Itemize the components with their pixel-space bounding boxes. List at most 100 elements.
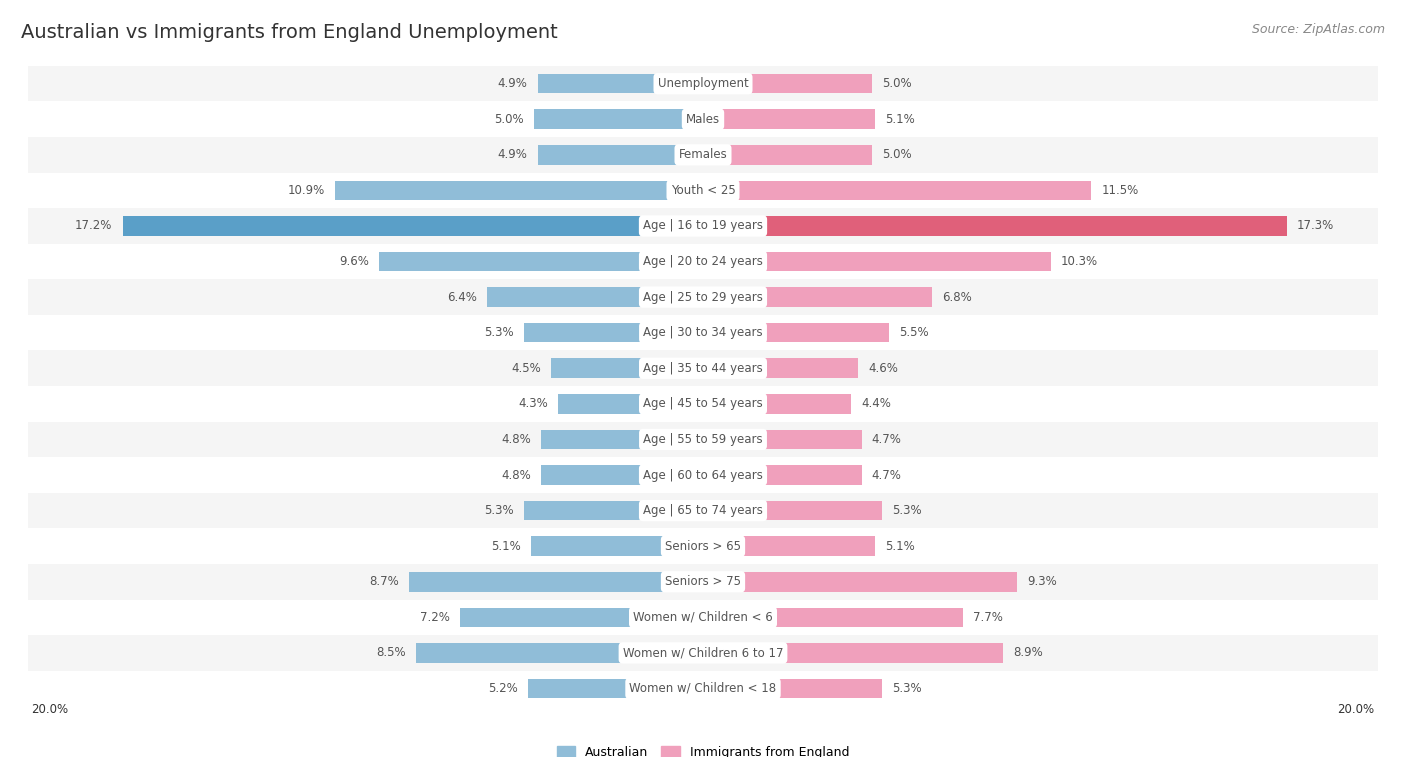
- Text: 20.0%: 20.0%: [1337, 702, 1375, 715]
- Text: 9.6%: 9.6%: [339, 255, 368, 268]
- Text: 5.1%: 5.1%: [886, 540, 915, 553]
- Text: 6.4%: 6.4%: [447, 291, 477, 304]
- Text: Age | 60 to 64 years: Age | 60 to 64 years: [643, 469, 763, 481]
- Text: 4.8%: 4.8%: [501, 433, 531, 446]
- Text: 5.0%: 5.0%: [882, 77, 911, 90]
- Text: 20.0%: 20.0%: [31, 702, 69, 715]
- Bar: [28, 244, 1378, 279]
- Text: 9.3%: 9.3%: [1026, 575, 1057, 588]
- Text: Age | 45 to 54 years: Age | 45 to 54 years: [643, 397, 763, 410]
- Text: 8.7%: 8.7%: [370, 575, 399, 588]
- Bar: [703, 181, 1091, 200]
- Text: 17.2%: 17.2%: [75, 220, 112, 232]
- Bar: [28, 671, 1378, 706]
- Text: 4.6%: 4.6%: [869, 362, 898, 375]
- Text: Women w/ Children < 6: Women w/ Children < 6: [633, 611, 773, 624]
- Text: 5.0%: 5.0%: [882, 148, 911, 161]
- Bar: [551, 359, 703, 378]
- Text: Age | 16 to 19 years: Age | 16 to 19 years: [643, 220, 763, 232]
- Bar: [28, 528, 1378, 564]
- Bar: [28, 635, 1378, 671]
- Bar: [703, 430, 862, 449]
- Text: 10.3%: 10.3%: [1060, 255, 1098, 268]
- Text: 6.8%: 6.8%: [942, 291, 973, 304]
- Text: 7.2%: 7.2%: [420, 611, 450, 624]
- Bar: [703, 466, 862, 484]
- Text: Youth < 25: Youth < 25: [671, 184, 735, 197]
- Legend: Australian, Immigrants from England: Australian, Immigrants from England: [551, 741, 855, 757]
- Text: Australian vs Immigrants from England Unemployment: Australian vs Immigrants from England Un…: [21, 23, 558, 42]
- Bar: [409, 572, 703, 591]
- Bar: [524, 501, 703, 520]
- Bar: [531, 537, 703, 556]
- Text: 5.3%: 5.3%: [485, 326, 515, 339]
- Text: 4.8%: 4.8%: [501, 469, 531, 481]
- Text: 4.9%: 4.9%: [498, 77, 527, 90]
- Bar: [703, 537, 875, 556]
- Bar: [28, 279, 1378, 315]
- Text: 5.1%: 5.1%: [886, 113, 915, 126]
- Text: Women w/ Children < 18: Women w/ Children < 18: [630, 682, 776, 695]
- Text: Unemployment: Unemployment: [658, 77, 748, 90]
- Bar: [28, 173, 1378, 208]
- Bar: [703, 323, 889, 342]
- Text: 4.7%: 4.7%: [872, 433, 901, 446]
- Text: Age | 35 to 44 years: Age | 35 to 44 years: [643, 362, 763, 375]
- Bar: [28, 101, 1378, 137]
- Text: 4.3%: 4.3%: [517, 397, 548, 410]
- Text: 5.3%: 5.3%: [485, 504, 515, 517]
- Text: 4.5%: 4.5%: [512, 362, 541, 375]
- Bar: [541, 430, 703, 449]
- Bar: [335, 181, 703, 200]
- Bar: [703, 608, 963, 627]
- Bar: [28, 315, 1378, 350]
- Bar: [28, 422, 1378, 457]
- Bar: [703, 501, 882, 520]
- Text: Age | 55 to 59 years: Age | 55 to 59 years: [643, 433, 763, 446]
- Text: Females: Females: [679, 148, 727, 161]
- Bar: [28, 493, 1378, 528]
- Bar: [28, 66, 1378, 101]
- Text: Source: ZipAtlas.com: Source: ZipAtlas.com: [1251, 23, 1385, 36]
- Bar: [486, 288, 703, 307]
- Text: Age | 30 to 34 years: Age | 30 to 34 years: [643, 326, 763, 339]
- Text: Age | 65 to 74 years: Age | 65 to 74 years: [643, 504, 763, 517]
- Bar: [703, 110, 875, 129]
- Text: 10.9%: 10.9%: [288, 184, 325, 197]
- Text: 5.2%: 5.2%: [488, 682, 517, 695]
- Bar: [541, 466, 703, 484]
- Text: 5.0%: 5.0%: [495, 113, 524, 126]
- Text: 5.1%: 5.1%: [491, 540, 520, 553]
- Text: 7.7%: 7.7%: [973, 611, 1002, 624]
- Text: 5.5%: 5.5%: [898, 326, 928, 339]
- Text: 4.4%: 4.4%: [862, 397, 891, 410]
- Bar: [703, 74, 872, 93]
- Text: 5.3%: 5.3%: [891, 682, 921, 695]
- Bar: [703, 288, 932, 307]
- Text: 4.9%: 4.9%: [498, 148, 527, 161]
- Text: Seniors > 65: Seniors > 65: [665, 540, 741, 553]
- Bar: [122, 217, 703, 235]
- Bar: [537, 74, 703, 93]
- Text: Males: Males: [686, 113, 720, 126]
- Bar: [703, 572, 1017, 591]
- Text: 11.5%: 11.5%: [1101, 184, 1139, 197]
- Bar: [416, 643, 703, 662]
- Bar: [28, 457, 1378, 493]
- Bar: [703, 394, 852, 413]
- Text: Age | 25 to 29 years: Age | 25 to 29 years: [643, 291, 763, 304]
- Bar: [28, 137, 1378, 173]
- Bar: [534, 110, 703, 129]
- Bar: [537, 145, 703, 164]
- Bar: [28, 564, 1378, 600]
- Text: Seniors > 75: Seniors > 75: [665, 575, 741, 588]
- Bar: [703, 252, 1050, 271]
- Bar: [460, 608, 703, 627]
- Bar: [28, 386, 1378, 422]
- Bar: [524, 323, 703, 342]
- Bar: [703, 217, 1286, 235]
- Bar: [703, 643, 1004, 662]
- Text: 5.3%: 5.3%: [891, 504, 921, 517]
- Bar: [28, 600, 1378, 635]
- Text: 8.9%: 8.9%: [1014, 646, 1043, 659]
